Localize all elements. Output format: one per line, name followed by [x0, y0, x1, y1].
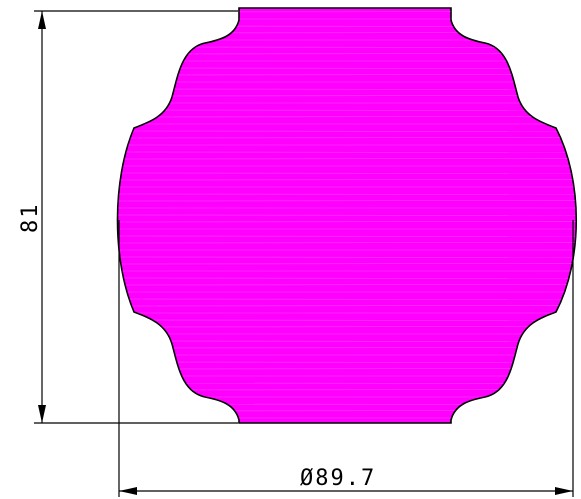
hatch-line: [117, 214, 577, 217]
hatch-line: [117, 262, 577, 265]
hatch-line: [117, 241, 577, 244]
hatch-line: [117, 116, 577, 118]
hatch-line: [117, 136, 577, 139]
hatch-line: [117, 130, 577, 133]
height-dimension-label: 81: [18, 203, 43, 234]
hatch-line: [117, 151, 577, 154]
hatch-line: [117, 367, 577, 370]
hatch-line: [117, 95, 577, 97]
hatch-line: [117, 403, 577, 406]
diameter-arrow-left: [119, 487, 137, 495]
hatch-line: [117, 157, 577, 160]
hatch-line: [117, 199, 577, 202]
hatch-line: [117, 304, 577, 307]
height-arrow-top: [38, 11, 46, 29]
diameter-arrow-right: [555, 487, 573, 495]
hatch-line: [117, 172, 577, 175]
height-arrow-bottom: [38, 405, 46, 423]
hatch-line: [117, 235, 577, 238]
hatch-line: [117, 319, 577, 322]
hatch-line: [117, 388, 577, 391]
hatch-line: [117, 298, 577, 301]
hatch-line: [117, 409, 577, 412]
hatch-line: [117, 88, 577, 90]
hatch-line: [117, 325, 577, 328]
hatch-line: [117, 361, 577, 364]
hatch-line: [117, 32, 577, 34]
hatch-line: [117, 340, 577, 343]
hatch-line: [117, 220, 577, 223]
hatch-line: [117, 256, 577, 259]
hatch-line: [117, 25, 577, 28]
hatch-line: [117, 283, 577, 286]
hatch-line: [117, 53, 577, 55]
hatch-line: [117, 382, 577, 385]
diameter-dimension-label: Ø89.7: [300, 466, 376, 491]
hatch-line: [117, 109, 577, 111]
hatch-line: [117, 74, 577, 76]
hatch-line: [117, 46, 577, 48]
hatch-line: [117, 346, 577, 349]
hatch-line: [117, 178, 577, 181]
hatch-line: [117, 193, 577, 196]
hatch-texture: [117, 10, 577, 419]
hatch-line: [117, 277, 577, 280]
part-profile: [116, 7, 577, 424]
